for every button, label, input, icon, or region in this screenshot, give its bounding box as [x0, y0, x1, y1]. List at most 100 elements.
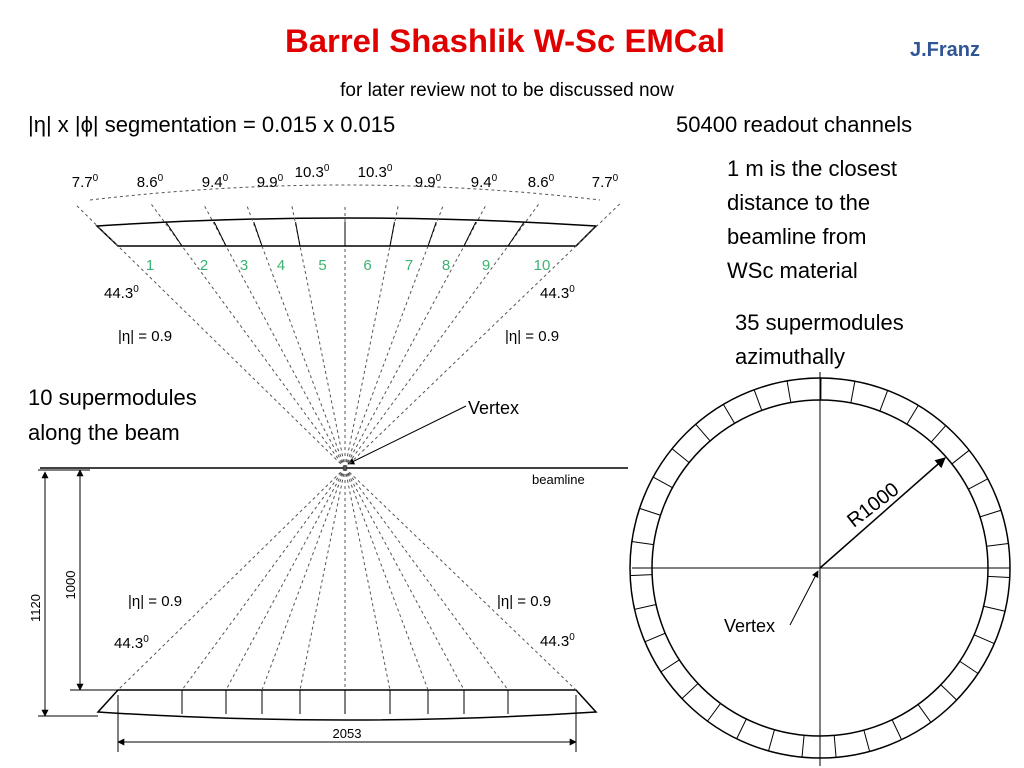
side-view: beamline Vertex 1120 1000 2053 44.30 44.…	[28, 163, 628, 752]
radius-arrow	[819, 457, 946, 569]
segment-divider	[722, 404, 736, 424]
ray	[344, 203, 540, 469]
ray	[344, 203, 400, 469]
angle-label: 8.60	[528, 173, 555, 191]
segment-divider	[644, 632, 666, 643]
segment-divider	[652, 476, 673, 489]
ray	[181, 467, 346, 691]
segment-divider	[753, 389, 763, 411]
segment-divider	[983, 605, 1006, 612]
segment-divider	[639, 507, 661, 516]
segmentation-note: |η| x |ϕ| segmentation = 0.015 x 0.015	[28, 112, 395, 137]
segment-divider	[917, 704, 932, 723]
note-line: WSc material	[727, 258, 858, 283]
module-number: 2	[200, 257, 208, 274]
angle-unit: 0	[436, 173, 442, 184]
vertex-arrow	[789, 570, 819, 626]
ray	[74, 203, 346, 469]
module-divider	[507, 221, 525, 247]
segment-divider	[959, 660, 979, 674]
segment-divider	[801, 735, 805, 758]
segment-divider	[891, 719, 903, 740]
vertex-label: Vertex	[724, 616, 775, 636]
note-line: 10 supermodules	[28, 385, 197, 410]
vertex-arrow	[347, 405, 467, 465]
segment-divider	[979, 509, 1002, 518]
segment-divider	[863, 730, 871, 752]
module-divider	[253, 221, 263, 247]
note-line: beamline from	[727, 224, 866, 249]
module-number: 6	[363, 257, 371, 274]
angle-value: 9.9	[415, 174, 436, 191]
eta-label: |η| = 0.9	[128, 593, 182, 610]
segment-divider	[671, 448, 690, 463]
module-divider	[389, 221, 395, 247]
angle-label: 7.70	[592, 173, 619, 191]
ray	[203, 203, 346, 469]
module-number: 10	[534, 257, 551, 274]
beamline-label: beamline	[532, 472, 585, 487]
angle-value: 9.4	[202, 174, 223, 191]
end-view: R1000 Vertex	[629, 372, 1011, 766]
author: J.Franz	[910, 39, 980, 61]
dimension-label: 1000	[63, 571, 78, 600]
segment-divider	[695, 423, 711, 442]
segment-divider	[879, 390, 889, 412]
segment-divider	[660, 659, 680, 673]
angle-label: 9.40	[471, 173, 498, 191]
angle-value: 8.6	[528, 174, 549, 191]
angle-value: 8.6	[137, 174, 158, 191]
segment-divider	[906, 405, 919, 425]
ray	[344, 467, 391, 691]
angle-unit: 0	[278, 173, 284, 184]
edge-angle: 44.30	[540, 284, 575, 302]
angle-value: 7.7	[72, 174, 93, 191]
module-divider	[165, 221, 183, 247]
module-number: 3	[240, 257, 248, 274]
dimension-label: 2053	[333, 726, 362, 741]
segment-divider	[768, 729, 775, 752]
angle-label: 9.90	[415, 173, 442, 191]
module-divider	[213, 221, 227, 247]
top-calorimeter	[95, 217, 598, 247]
module-divider	[427, 221, 437, 247]
angle-unit: 0	[324, 163, 330, 174]
module-number: 1	[146, 257, 154, 274]
eta-label: |η| = 0.9	[505, 328, 559, 345]
angle-label: 9.40	[202, 173, 229, 191]
segment-divider	[736, 718, 747, 739]
segment-divider	[968, 478, 989, 490]
channels-note: 50400 readout channels	[676, 112, 912, 137]
angle-unit: 0	[223, 173, 229, 184]
angle-unit: 0	[549, 173, 555, 184]
angle-value: 7.7	[592, 174, 613, 191]
angle-value: 9.9	[257, 174, 278, 191]
ray	[344, 203, 445, 469]
segment-divider	[681, 683, 699, 699]
closest-distance-note: 1 m is the closest distance to the beaml…	[727, 156, 897, 283]
note-line: along the beam	[28, 420, 180, 445]
dimension-label: 1120	[28, 594, 43, 622]
segment-divider	[786, 380, 792, 403]
angle-unit: 0	[158, 173, 164, 184]
module-number: 5	[318, 257, 326, 274]
module-number: 9	[482, 257, 490, 274]
ray	[344, 467, 465, 691]
angle-unit: 0	[387, 163, 393, 174]
angle-value: 10.3	[295, 164, 324, 181]
segment-divider	[940, 684, 958, 701]
eta-label: |η| = 0.9	[118, 328, 172, 345]
ray	[299, 467, 346, 691]
radius-label: R1000	[843, 478, 903, 532]
segment-divider	[631, 541, 654, 546]
segment-divider	[986, 542, 1009, 547]
segment-divider	[987, 575, 1010, 578]
angle-unit: 0	[492, 173, 498, 184]
bottom-calorimeter	[96, 689, 598, 721]
segment-divider	[951, 449, 970, 465]
ray	[225, 467, 346, 691]
segment-divider	[630, 574, 653, 577]
module-divider	[295, 221, 301, 247]
subtitle: for later review not to be discussed now	[340, 80, 674, 101]
